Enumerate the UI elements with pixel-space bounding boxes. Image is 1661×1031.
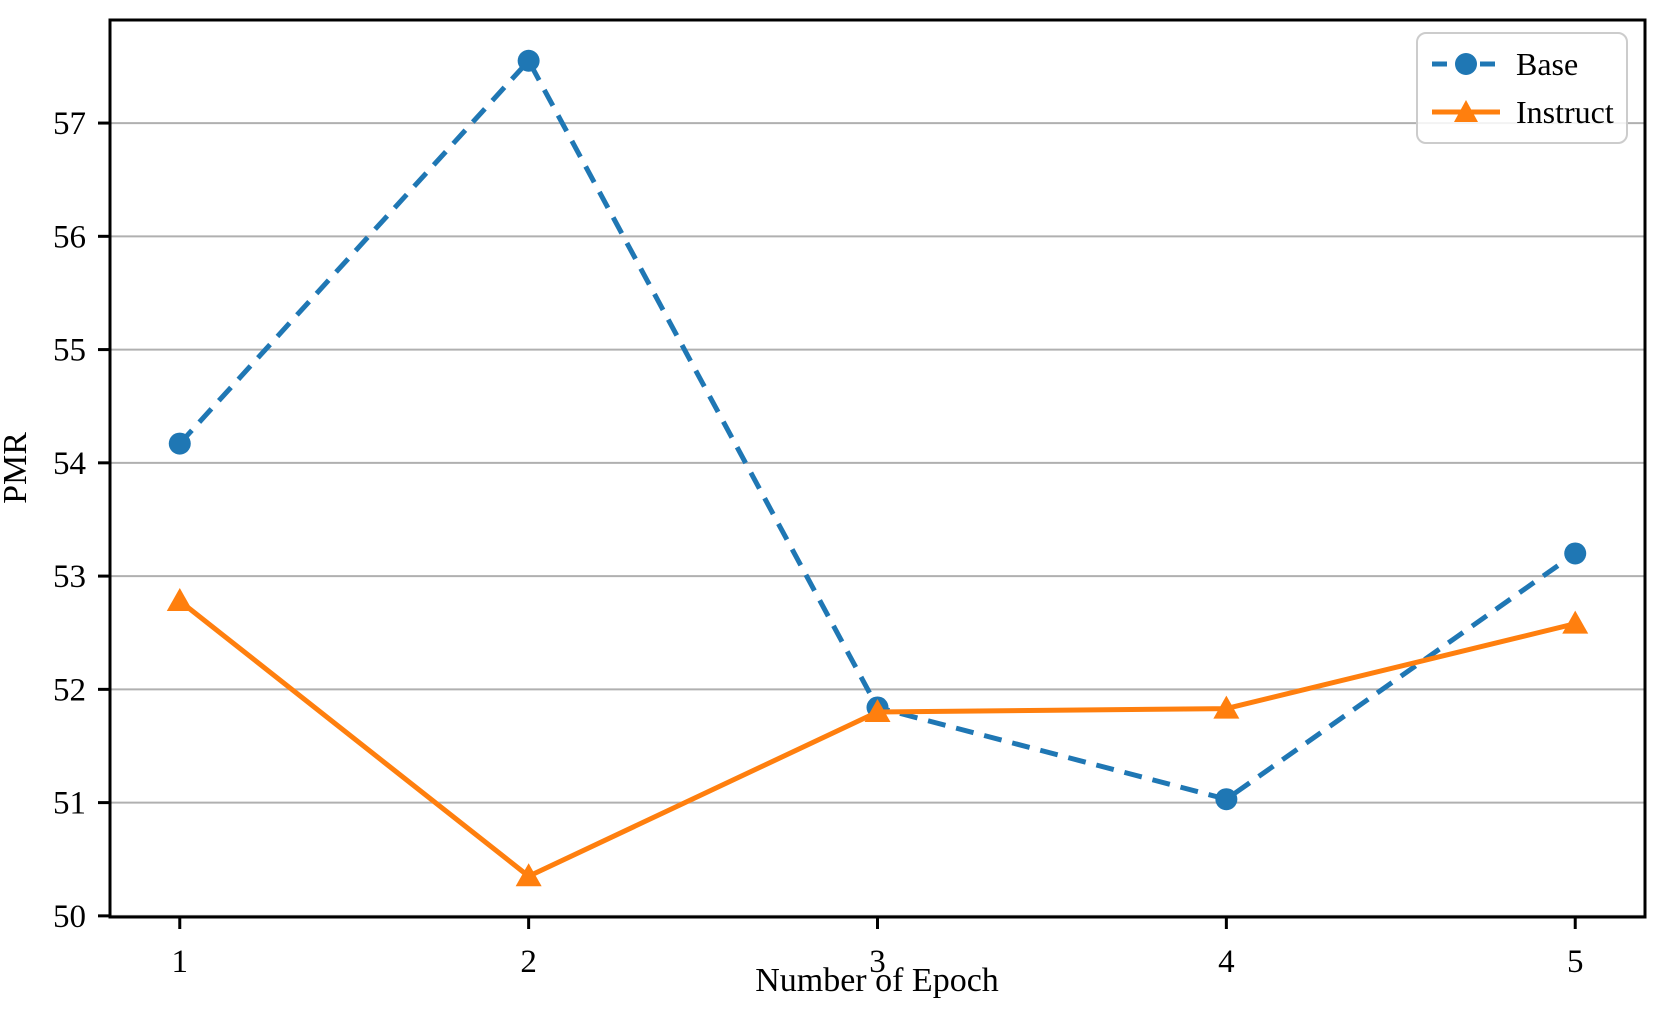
y-tick-label: 50 (53, 899, 86, 935)
y-tick-label: 52 (53, 672, 86, 708)
legend: Base Instruct (1416, 32, 1628, 144)
base-dashed-circle-icon (1432, 53, 1500, 75)
y-tick-label: 57 (53, 106, 86, 142)
plot-border (108, 18, 1647, 919)
x-tick-label: 1 (172, 944, 189, 980)
instruct-marker (166, 588, 193, 612)
y-axis-label: PMR (0, 432, 34, 504)
instruct-solid-triangle-icon (1432, 100, 1500, 122)
x-tick-label: 4 (1218, 944, 1235, 980)
y-tick-label: 56 (53, 219, 86, 255)
x-tick-label: 3 (869, 944, 886, 980)
instruct-marker (1562, 610, 1589, 634)
y-tick-label: 53 (53, 559, 86, 595)
x-tick-label: 5 (1567, 944, 1584, 980)
y-tick-label: 55 (53, 333, 86, 369)
x-tick-label: 2 (520, 944, 537, 980)
base-marker (1215, 788, 1238, 811)
instruct-marker (515, 863, 542, 887)
y-tick-label: 51 (53, 786, 86, 822)
base-marker (517, 49, 540, 72)
legend-label-instruct: Instruct (1516, 94, 1614, 130)
base-marker (168, 432, 191, 455)
instruct-series-line (178, 599, 1576, 879)
y-tick-label: 54 (53, 446, 86, 482)
legend-item-instruct: Instruct (1430, 92, 1614, 132)
base-marker (1564, 542, 1587, 565)
x-axis-label: Number of Epoch (755, 962, 999, 999)
legend-label-base: Base (1516, 46, 1579, 82)
legend-item-base: Base (1430, 44, 1612, 84)
instruct-marker (864, 699, 891, 723)
instruct-marker (1213, 695, 1240, 719)
